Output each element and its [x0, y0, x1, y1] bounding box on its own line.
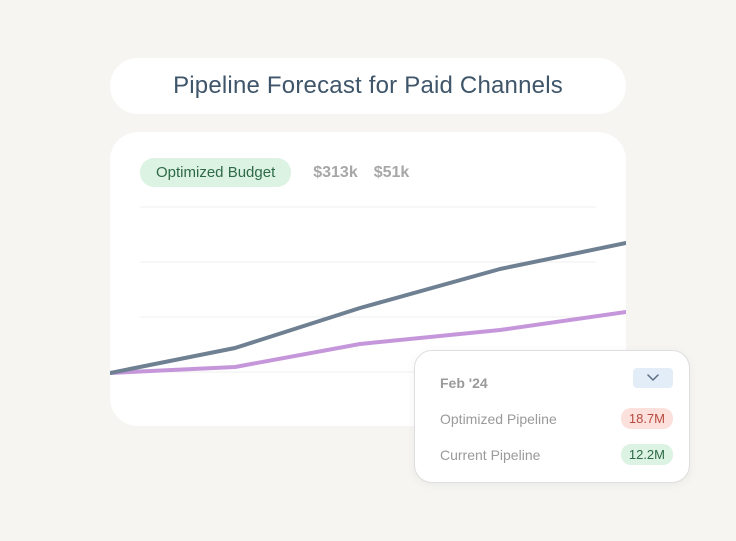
chevron-down-icon — [647, 374, 659, 381]
optimized-pipeline-badge: 18.7M — [620, 408, 673, 429]
card-header: Optimized Budget $313k $51k — [140, 158, 409, 187]
forecast-card: Optimized Budget $313k $51k — [110, 132, 626, 426]
budget-values: $313k $51k — [313, 164, 409, 182]
forecast-tooltip: Feb '24 Optimized Pipeline 18.7M Current… — [414, 350, 690, 483]
tooltip-dropdown-button[interactable] — [633, 368, 673, 388]
current-pipeline-badge: 12.2M — [620, 444, 673, 465]
tooltip-row-optimized: Optimized Pipeline 18.7M — [440, 408, 673, 429]
page-title-text: Pipeline Forecast for Paid Channels — [173, 72, 563, 99]
budget-value-2: $51k — [373, 163, 410, 181]
series-line-0 — [110, 241, 626, 375]
chart-series — [110, 241, 626, 375]
tooltip-row-label: Current Pipeline — [440, 446, 541, 463]
forecast-chart — [110, 206, 626, 375]
tooltip-date: Feb '24 — [440, 375, 488, 391]
tooltip-row-current: Current Pipeline 12.2M — [440, 444, 673, 465]
tooltip-row-label: Optimized Pipeline — [440, 410, 557, 427]
optimized-budget-pill[interactable]: Optimized Budget — [140, 158, 292, 187]
budget-value-1: $313k — [313, 163, 358, 181]
series-line-1 — [110, 310, 626, 375]
page-title: Pipeline Forecast for Paid Channels — [110, 58, 626, 114]
chart-gridlines — [140, 206, 596, 373]
